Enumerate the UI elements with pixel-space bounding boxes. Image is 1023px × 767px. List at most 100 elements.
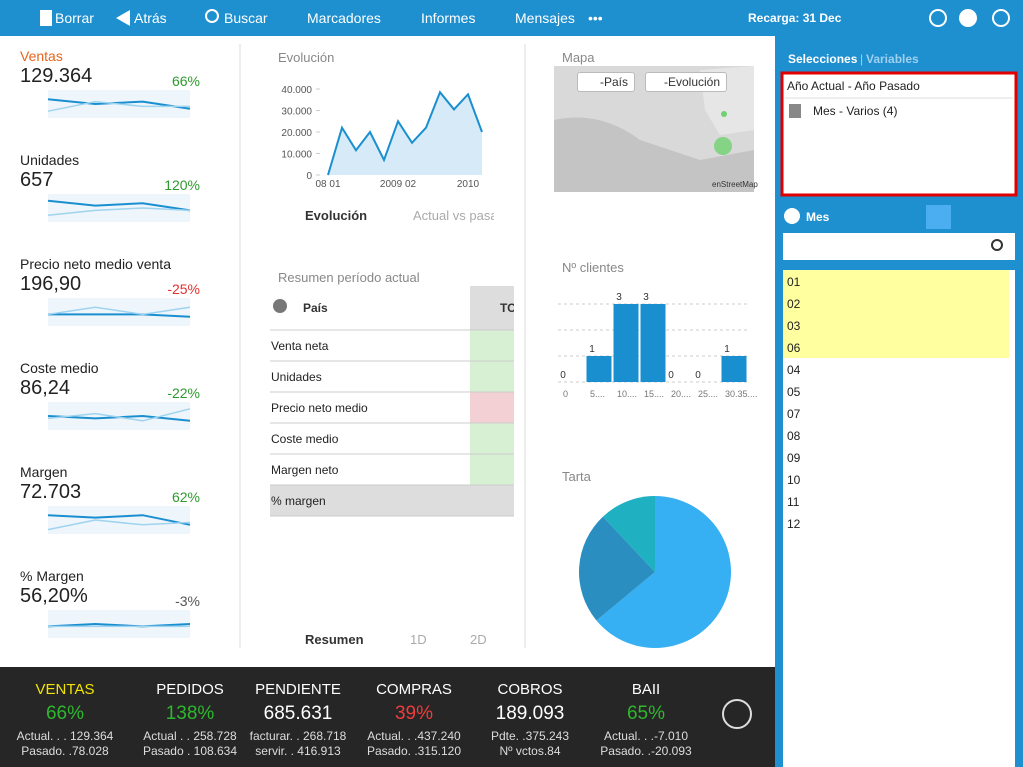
kpi-value: 72.703 bbox=[20, 481, 82, 503]
kpi-value: 129.364 bbox=[20, 65, 93, 87]
list-item[interactable]: 05 bbox=[787, 385, 801, 399]
sparkline bbox=[47, 408, 191, 422]
footer-detail: Pasado . 108.634 bbox=[142, 744, 238, 758]
table-row-label: Venta neta bbox=[271, 339, 329, 353]
y-tick-label: 30.000 bbox=[281, 107, 312, 118]
legend-item[interactable]: Evolución bbox=[305, 208, 368, 223]
kpi-name: Precio neto medio venta bbox=[20, 256, 171, 272]
data-label: 3 bbox=[643, 292, 649, 303]
sparkline bbox=[47, 519, 191, 531]
sparkline bbox=[47, 622, 191, 628]
panel-tab[interactable]: Selecciones bbox=[788, 52, 858, 66]
selections-box bbox=[780, 71, 1018, 197]
toolbar-button[interactable]: ••• bbox=[588, 10, 603, 26]
table-header: TO bbox=[500, 301, 514, 315]
x-tick-label: 20.... bbox=[671, 389, 691, 399]
toolbar-button[interactable]: Informes bbox=[421, 10, 476, 26]
panel-title: Nº clientes bbox=[562, 260, 624, 275]
list-item[interactable]: 03 bbox=[787, 319, 801, 333]
footer-detail: Pasado. .315.120 bbox=[366, 744, 462, 758]
kpi-name: Coste medio bbox=[20, 360, 99, 376]
panel-title: Resumen período actual bbox=[278, 270, 420, 285]
footer-detail: Pdte. .375.243 bbox=[490, 729, 570, 743]
x-tick-label: 5.... bbox=[590, 389, 605, 399]
list-item[interactable]: 07 bbox=[787, 407, 801, 421]
selection-item[interactable]: Año Actual - Año Pasado bbox=[787, 79, 920, 93]
search-icon[interactable] bbox=[205, 9, 219, 23]
x-tick-label: 2010 bbox=[457, 179, 480, 190]
x-tick-label: 10.... bbox=[617, 389, 637, 399]
table-cell bbox=[470, 392, 514, 423]
back-icon[interactable] bbox=[116, 10, 130, 26]
selection-item[interactable]: Mes - Varios (4) bbox=[813, 104, 898, 118]
kpi-value: 56,20% bbox=[20, 585, 88, 607]
panel-tab-separator: | bbox=[860, 52, 864, 66]
x-tick-label: 2009 02 bbox=[380, 179, 417, 190]
footer-title: PENDIENTE bbox=[255, 681, 341, 698]
kpi-value: 86,24 bbox=[20, 377, 71, 399]
map-button[interactable]: -País bbox=[577, 72, 636, 92]
legend-item[interactable]: Actual vs pasa bbox=[413, 208, 494, 223]
x-tick-label: 08 01 bbox=[315, 179, 340, 190]
footer-title: PEDIDOS bbox=[156, 681, 224, 698]
help-icon[interactable] bbox=[959, 9, 977, 27]
footer-value: 138% bbox=[165, 703, 215, 724]
list-item[interactable]: 09 bbox=[787, 451, 801, 465]
kpi-change: -25% bbox=[167, 281, 200, 297]
power-icon[interactable] bbox=[992, 9, 1010, 27]
list-item[interactable]: 11 bbox=[787, 495, 800, 509]
panel-tab[interactable]: Variables bbox=[866, 52, 919, 66]
header-cell bbox=[470, 286, 514, 330]
kpi-change: 120% bbox=[164, 177, 200, 193]
line bbox=[327, 90, 483, 176]
footer-detail: Pasado. .-20.093 bbox=[600, 744, 692, 758]
footer-value: 65% bbox=[626, 703, 666, 724]
sparkline bbox=[47, 306, 191, 316]
footer-value: 189.093 bbox=[495, 703, 565, 724]
table-cell bbox=[470, 454, 514, 485]
list-item[interactable]: 06 bbox=[787, 341, 801, 355]
data-label: 1 bbox=[724, 344, 730, 355]
list-item[interactable]: 01 bbox=[787, 275, 801, 289]
list-item[interactable]: 08 bbox=[787, 429, 801, 443]
list-item[interactable]: 04 bbox=[787, 363, 801, 377]
view-tab[interactable]: 1D bbox=[410, 632, 427, 647]
back-icon bbox=[784, 208, 800, 224]
reload-icon[interactable] bbox=[929, 9, 947, 27]
toolbar-button[interactable]: Marcadores bbox=[307, 10, 381, 26]
view-tab[interactable]: 2D bbox=[470, 632, 487, 647]
selected-row bbox=[783, 292, 1009, 314]
selected-row bbox=[783, 314, 1009, 336]
footer-bg bbox=[0, 667, 775, 767]
pie-slice bbox=[578, 516, 655, 621]
sparkline-bg bbox=[48, 194, 190, 222]
trash-icon[interactable] bbox=[789, 104, 801, 118]
table-row-label: Coste medio bbox=[271, 432, 339, 446]
field-title: Mes bbox=[806, 210, 830, 224]
x-tick-label: 30.35.... bbox=[725, 389, 758, 399]
footer-value: 66% bbox=[45, 703, 85, 724]
footer-title: BAII bbox=[631, 681, 661, 698]
list-item[interactable]: 10 bbox=[787, 473, 801, 487]
map-bubble bbox=[714, 137, 732, 155]
kpi-name: Ventas bbox=[20, 48, 63, 64]
map-button[interactable]: -Evolución bbox=[645, 72, 728, 92]
footer-title: COMPRAS bbox=[376, 681, 452, 698]
view-tab[interactable]: Resumen bbox=[305, 632, 364, 647]
list-item[interactable]: 02 bbox=[787, 297, 801, 311]
menu-button[interactable] bbox=[722, 699, 752, 729]
toolbar-button[interactable]: Mensajes bbox=[515, 10, 575, 26]
footer-detail: Actual. . .-7.010 bbox=[603, 729, 689, 743]
toolbar-button[interactable]: Atrás bbox=[134, 10, 167, 26]
toolbar-button[interactable]: Borrar bbox=[55, 10, 94, 26]
reload-info: Recarga: 31 Dec bbox=[748, 11, 842, 25]
kpi-name: Unidades bbox=[20, 152, 80, 168]
search-icon bbox=[991, 239, 1003, 251]
sparkline bbox=[48, 313, 191, 318]
trash-icon[interactable] bbox=[40, 10, 52, 26]
list-item[interactable]: 12 bbox=[787, 517, 801, 531]
filter-button[interactable] bbox=[926, 205, 951, 229]
footer-detail: Actual. . .437.240 bbox=[367, 729, 461, 743]
search-box[interactable] bbox=[783, 233, 1015, 260]
toolbar-button[interactable]: Buscar bbox=[224, 10, 268, 26]
